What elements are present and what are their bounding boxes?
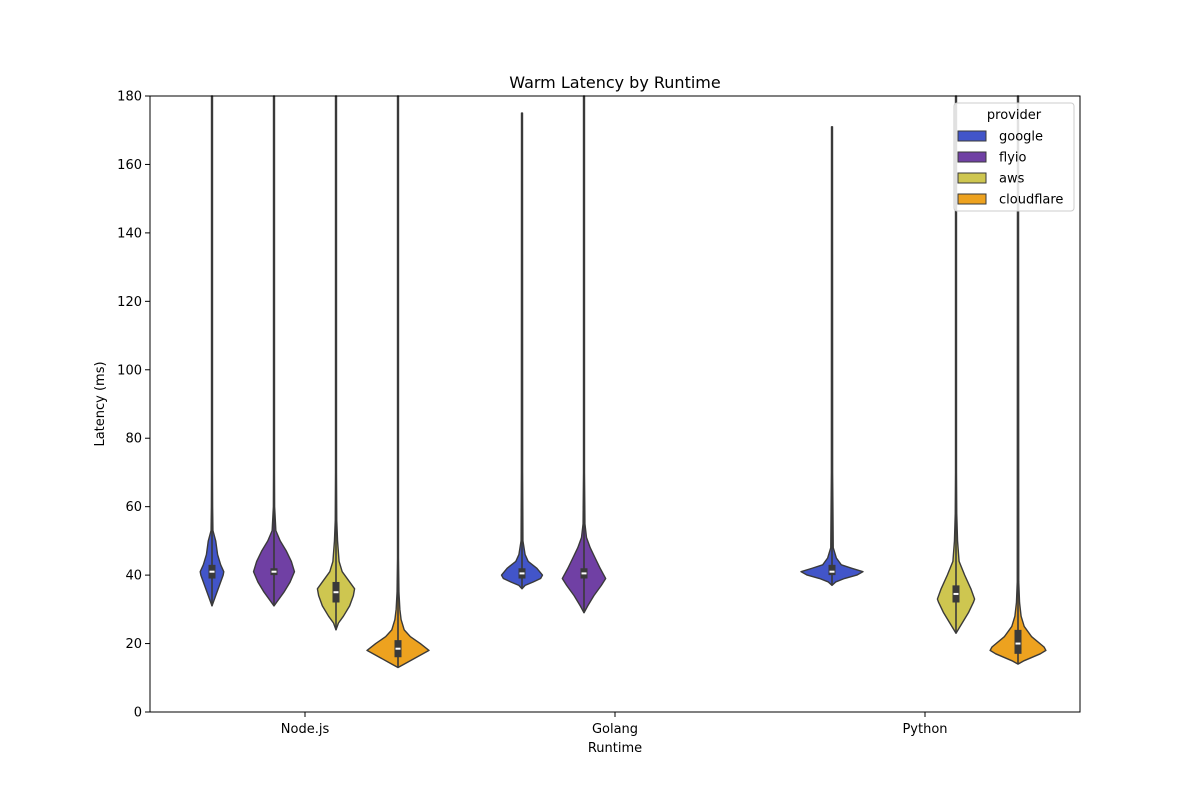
legend-swatch-aws [957,172,987,184]
legend-box [953,102,1075,212]
x-axis: Node.js Golang Python [281,712,948,737]
y-axis: 0 20 40 60 80 100 120 140 160 180 [117,90,150,721]
violin-layer [199,95,1047,669]
y-tick-label: 20 [125,637,142,652]
legend-title: provider [987,108,1042,123]
x-tick-label: Python [902,722,947,737]
y-tick-label: 120 [117,295,142,310]
x-tick-label: Node.js [281,722,330,737]
violin-iqr-box [828,564,836,576]
legend-swatch-flyio [957,151,987,163]
y-tick-label: 180 [117,90,142,105]
x-axis-title: Runtime [588,741,642,756]
legend-label-google: google [999,130,1043,145]
legend: provider google flyio aws cloudflare [953,102,1075,212]
legend-label-flyio: flyio [999,151,1026,166]
legend-label-aws: aws [999,172,1025,187]
chart-title: Warm Latency by Runtime [509,73,720,92]
legend-label-cloudflare: cloudflare [999,193,1063,208]
y-tick-label: 80 [125,432,142,447]
plot-frame [149,95,1081,713]
x-tick-label: Golang [592,722,638,737]
y-tick-label: 40 [125,569,142,584]
legend-swatch-google [957,130,987,142]
y-axis-title: Latency (ms) [93,361,108,446]
y-tick-label: 160 [117,158,142,173]
legend-swatch-cloudflare [957,193,987,205]
y-tick-label: 140 [117,226,142,241]
y-tick-label: 60 [125,500,142,515]
y-tick-label: 0 [134,706,142,721]
violin-iqr-box [1014,629,1022,654]
y-tick-label: 100 [117,363,142,378]
